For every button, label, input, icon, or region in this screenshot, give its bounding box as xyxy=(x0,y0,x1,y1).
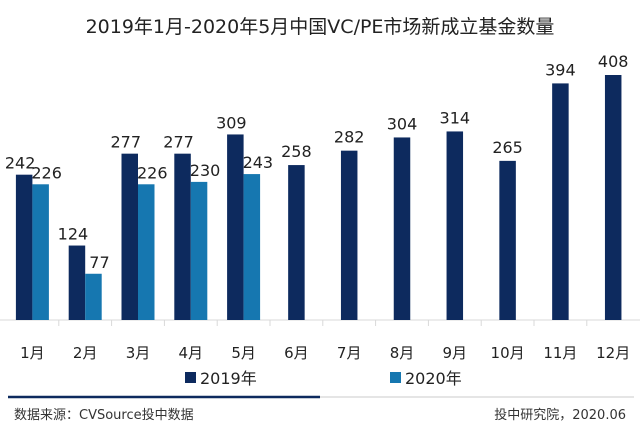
x-tick-label: 10月 xyxy=(491,344,525,362)
bar-2019年-5月 xyxy=(227,134,244,320)
data-label: 277 xyxy=(110,133,141,152)
data-label: 265 xyxy=(492,138,523,157)
data-source: 数据来源：CVSource投中数据 xyxy=(14,408,194,423)
x-tick-label: 4月 xyxy=(179,344,204,362)
bar-2020年-3月 xyxy=(138,184,155,320)
credit: 投中研究院，2020.06 xyxy=(494,408,626,423)
chart-title: 2019年1月-2020年5月中国VC/PE市场新成立基金数量 xyxy=(85,16,555,38)
data-label: 408 xyxy=(598,52,629,71)
x-tick-label: 9月 xyxy=(443,344,468,362)
bar-2019年-6月 xyxy=(288,165,305,320)
legend-swatch xyxy=(390,372,401,383)
x-tick-label: 3月 xyxy=(126,344,151,362)
bar-2019年-7月 xyxy=(340,150,358,320)
data-label: 226 xyxy=(137,163,168,182)
data-label: 258 xyxy=(281,142,312,161)
data-label: 243 xyxy=(243,153,274,172)
bar-2019年-1月 xyxy=(15,174,33,320)
x-tick-label: 11月 xyxy=(543,344,577,362)
bar-2020年-1月 xyxy=(32,184,49,320)
data-label: 394 xyxy=(545,60,576,79)
legend-label: 2019年 xyxy=(200,369,257,388)
data-label: 314 xyxy=(440,108,471,127)
bar-2019年-12月 xyxy=(604,75,622,320)
bar-2020年-2月 xyxy=(85,273,102,320)
bar-2019年-3月 xyxy=(121,153,138,320)
data-label: 282 xyxy=(334,128,365,147)
bar-2019年-8月 xyxy=(393,137,411,320)
bar-2019年-9月 xyxy=(446,131,464,320)
bar-2020年-5月 xyxy=(243,174,261,320)
x-tick-label: 6月 xyxy=(284,344,309,362)
data-label: 226 xyxy=(31,163,62,182)
data-label: 77 xyxy=(89,253,109,272)
data-label: 309 xyxy=(216,113,247,132)
data-label: 304 xyxy=(387,114,418,133)
data-label: 277 xyxy=(163,133,194,152)
x-tick-label: 8月 xyxy=(390,344,415,362)
bar-2019年-4月 xyxy=(174,153,191,320)
bar-2019年-11月 xyxy=(552,83,569,320)
bar-2019年-2月 xyxy=(68,245,86,320)
x-tick-label: 2月 xyxy=(73,344,98,362)
x-tick-label: 5月 xyxy=(231,344,256,362)
x-tick-label: 12月 xyxy=(596,344,630,362)
data-label: 242 xyxy=(5,154,36,173)
x-tick-label: 7月 xyxy=(337,344,362,362)
legend-swatch xyxy=(185,372,196,383)
legend-label: 2020年 xyxy=(405,369,462,388)
bar-2019年-10月 xyxy=(499,160,516,320)
data-label: 124 xyxy=(58,225,89,244)
x-tick-label: 1月 xyxy=(20,344,45,362)
bar-2020年-4月 xyxy=(190,181,208,320)
data-label: 230 xyxy=(190,161,221,180)
